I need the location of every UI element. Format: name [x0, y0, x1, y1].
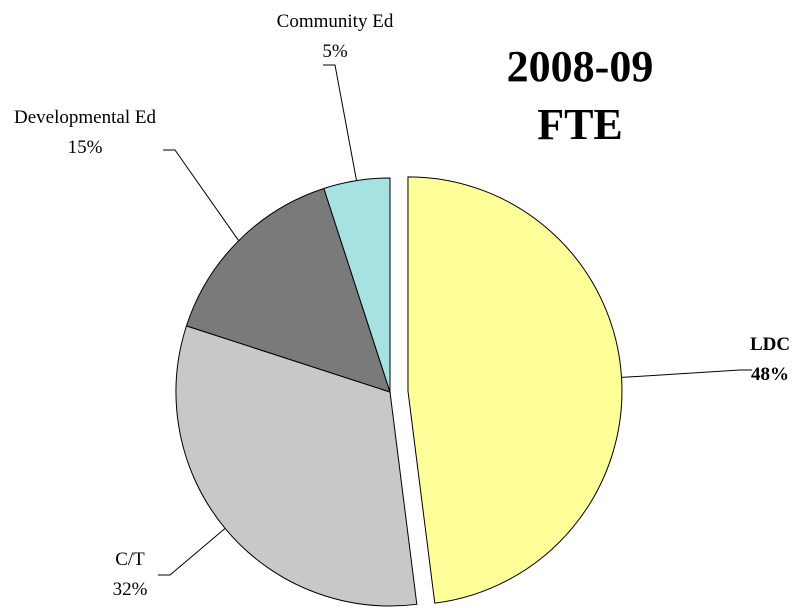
slice-label-value: 15%	[67, 137, 103, 158]
leader-line	[621, 369, 752, 378]
leader-line	[163, 149, 240, 241]
slice-label-name: LDC	[749, 334, 791, 355]
slice-label: LDC 48%	[700, 330, 810, 390]
leader-line	[158, 528, 226, 576]
slice-label-name: Developmental Ed	[14, 107, 156, 128]
slice-label-value: 48%	[751, 364, 789, 385]
pie-slice	[407, 176, 623, 604]
chart-title: 2008-09 FTE	[506, 42, 654, 149]
slice-label-value: 5%	[322, 41, 348, 62]
slice-label: Community Ed 5%	[250, 7, 420, 67]
leader-line	[323, 64, 358, 181]
slice-label-name: C/T	[115, 549, 145, 570]
pie-slice	[185, 187, 391, 393]
slice-label: Developmental Ed 15%	[10, 103, 160, 163]
slice-label-name: Community Ed	[276, 11, 394, 32]
slice-label-value: 32%	[112, 579, 148, 600]
slice-label: C/T 32%	[60, 545, 200, 605]
